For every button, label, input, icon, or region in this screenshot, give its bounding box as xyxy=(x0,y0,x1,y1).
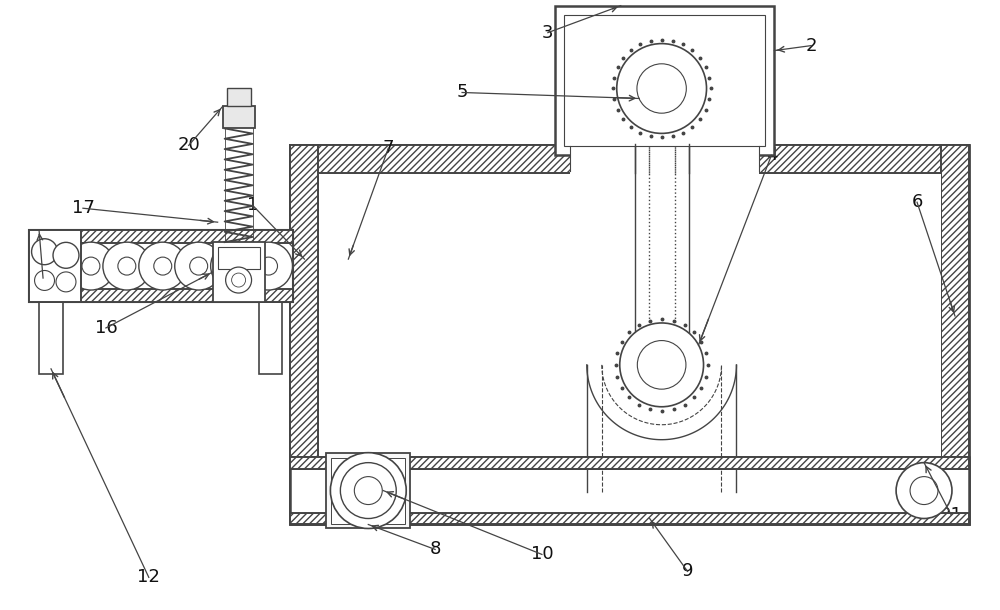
Circle shape xyxy=(56,272,76,292)
Text: 5: 5 xyxy=(456,84,468,101)
Circle shape xyxy=(67,242,115,290)
Circle shape xyxy=(896,462,952,518)
Bar xyxy=(227,88,251,107)
Circle shape xyxy=(103,242,151,290)
Circle shape xyxy=(245,242,292,290)
Bar xyxy=(259,302,282,374)
Bar xyxy=(290,512,969,525)
Bar xyxy=(29,230,293,302)
Circle shape xyxy=(226,257,244,275)
Text: 11: 11 xyxy=(32,269,54,287)
Circle shape xyxy=(53,242,79,268)
Circle shape xyxy=(354,476,382,504)
Circle shape xyxy=(910,476,938,504)
Bar xyxy=(290,497,969,525)
Circle shape xyxy=(620,323,704,407)
Bar xyxy=(290,457,969,525)
Text: 9: 9 xyxy=(682,562,693,580)
Text: 17: 17 xyxy=(72,199,94,217)
Bar xyxy=(218,247,260,269)
Bar xyxy=(570,135,759,175)
Circle shape xyxy=(617,43,707,134)
Circle shape xyxy=(35,270,55,290)
Text: 12: 12 xyxy=(137,569,160,586)
Bar xyxy=(29,230,293,243)
Bar xyxy=(223,107,255,128)
Circle shape xyxy=(226,267,252,293)
Circle shape xyxy=(232,273,246,287)
Bar xyxy=(290,145,969,525)
Bar xyxy=(29,230,81,302)
Bar xyxy=(941,145,969,525)
Bar xyxy=(290,145,318,525)
Text: 2: 2 xyxy=(806,37,817,54)
Bar xyxy=(331,458,405,523)
Circle shape xyxy=(118,257,136,275)
Bar xyxy=(39,302,63,374)
Circle shape xyxy=(190,257,208,275)
Circle shape xyxy=(330,453,406,528)
Bar xyxy=(290,457,969,468)
Text: 21: 21 xyxy=(940,506,962,523)
Circle shape xyxy=(637,64,686,113)
Bar xyxy=(564,15,765,146)
Circle shape xyxy=(154,257,172,275)
Bar xyxy=(213,242,265,302)
Bar xyxy=(633,145,691,174)
Text: 10: 10 xyxy=(531,545,553,564)
Circle shape xyxy=(32,239,58,265)
Bar xyxy=(290,145,969,173)
Text: 3: 3 xyxy=(542,24,554,41)
Text: 7: 7 xyxy=(383,139,394,157)
Circle shape xyxy=(637,340,686,389)
Circle shape xyxy=(82,257,100,275)
Text: 1: 1 xyxy=(247,196,258,214)
Text: 6: 6 xyxy=(911,193,923,211)
Text: 4: 4 xyxy=(766,146,777,164)
Bar xyxy=(555,5,774,156)
Text: 16: 16 xyxy=(95,319,117,337)
Bar xyxy=(326,453,410,528)
Circle shape xyxy=(175,242,223,290)
Text: 20: 20 xyxy=(177,137,200,154)
Bar xyxy=(29,289,293,302)
Circle shape xyxy=(139,242,187,290)
Text: 8: 8 xyxy=(429,540,441,558)
Circle shape xyxy=(211,242,259,290)
Bar xyxy=(318,173,941,497)
Circle shape xyxy=(260,257,278,275)
Circle shape xyxy=(340,462,396,518)
